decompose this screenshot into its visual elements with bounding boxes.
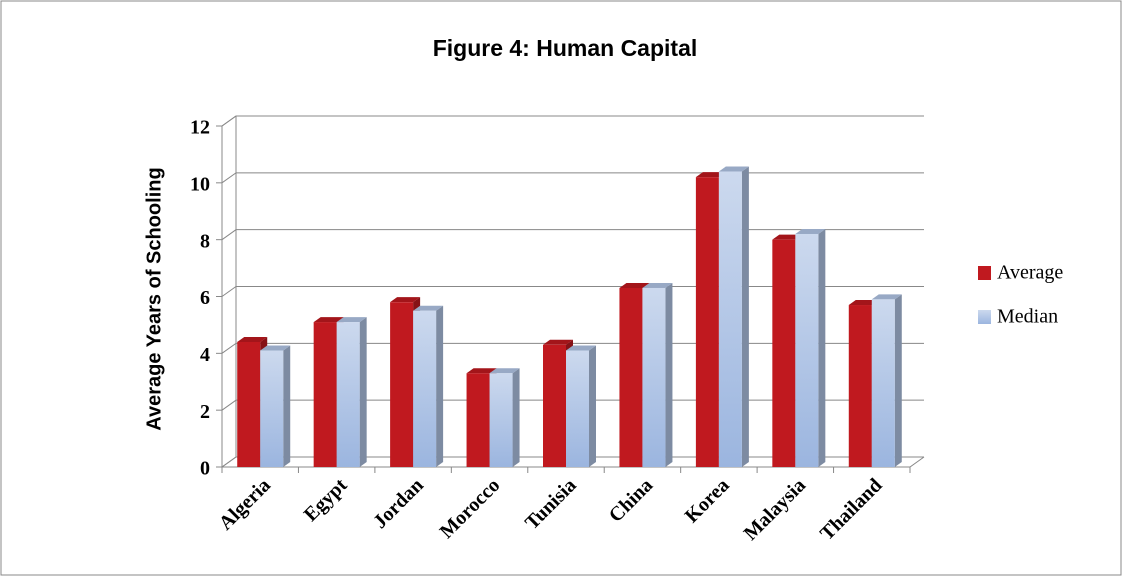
grid-line <box>221 172 924 184</box>
y-axis-label: Average Years of Schooling <box>143 167 165 430</box>
grid-line <box>221 456 924 468</box>
y-tick-label: 8 <box>200 230 210 252</box>
y-tick-label: 0 <box>200 458 210 480</box>
bar-top <box>566 345 596 351</box>
bar-top <box>871 294 902 300</box>
bar-side <box>894 294 902 467</box>
bar-top <box>695 172 726 178</box>
bar <box>413 310 437 467</box>
bar-side <box>665 282 673 467</box>
bar-top <box>489 368 520 374</box>
bar <box>237 341 261 467</box>
bar-top <box>390 297 421 303</box>
bar <box>489 373 513 467</box>
bar-side <box>283 345 291 467</box>
bar-top <box>336 317 367 323</box>
legend-swatch <box>978 266 991 280</box>
bar-top <box>543 339 573 345</box>
bar <box>566 350 589 467</box>
bar-top <box>237 336 268 342</box>
bar-top <box>718 166 749 172</box>
bar-top <box>848 300 879 306</box>
bar-top <box>313 317 344 323</box>
bar <box>336 322 360 467</box>
bar-top <box>772 234 803 240</box>
bar-side <box>359 317 367 467</box>
bar <box>772 239 796 467</box>
grid-line <box>221 229 924 241</box>
bar <box>642 287 666 467</box>
bar <box>871 299 895 467</box>
bar <box>390 302 414 467</box>
grid-line <box>221 399 924 411</box>
bar-top <box>795 228 826 234</box>
bar <box>848 305 872 467</box>
y-tick-label: 2 <box>200 401 210 423</box>
chart-title: Figure 4: Human Capital <box>433 35 698 61</box>
bar-side <box>589 345 596 467</box>
bar-side <box>741 166 749 467</box>
legend-swatch <box>978 310 991 324</box>
bar <box>466 373 490 467</box>
legend-label: Median <box>997 306 1058 328</box>
grid-line <box>221 115 924 127</box>
bar <box>718 171 742 467</box>
bar-top <box>260 345 291 351</box>
bar-side <box>512 368 520 467</box>
bar-top <box>413 305 444 311</box>
y-tick-label: 10 <box>190 173 210 195</box>
y-tick-label: 12 <box>190 117 210 139</box>
bar-side <box>436 305 444 467</box>
grid-line <box>221 286 924 297</box>
bar <box>795 233 819 467</box>
bar <box>619 287 643 467</box>
y-tick-label: 6 <box>200 287 210 309</box>
bar-top <box>642 282 673 288</box>
bar <box>543 344 566 467</box>
grid-line <box>221 342 924 354</box>
bar <box>695 177 719 467</box>
bar-top <box>466 368 497 374</box>
bar <box>260 350 284 467</box>
bar-top <box>619 282 650 288</box>
y-tick-label: 4 <box>200 344 210 366</box>
bar <box>313 322 337 467</box>
legend-label: Average <box>997 262 1063 284</box>
bar-side <box>818 228 826 467</box>
